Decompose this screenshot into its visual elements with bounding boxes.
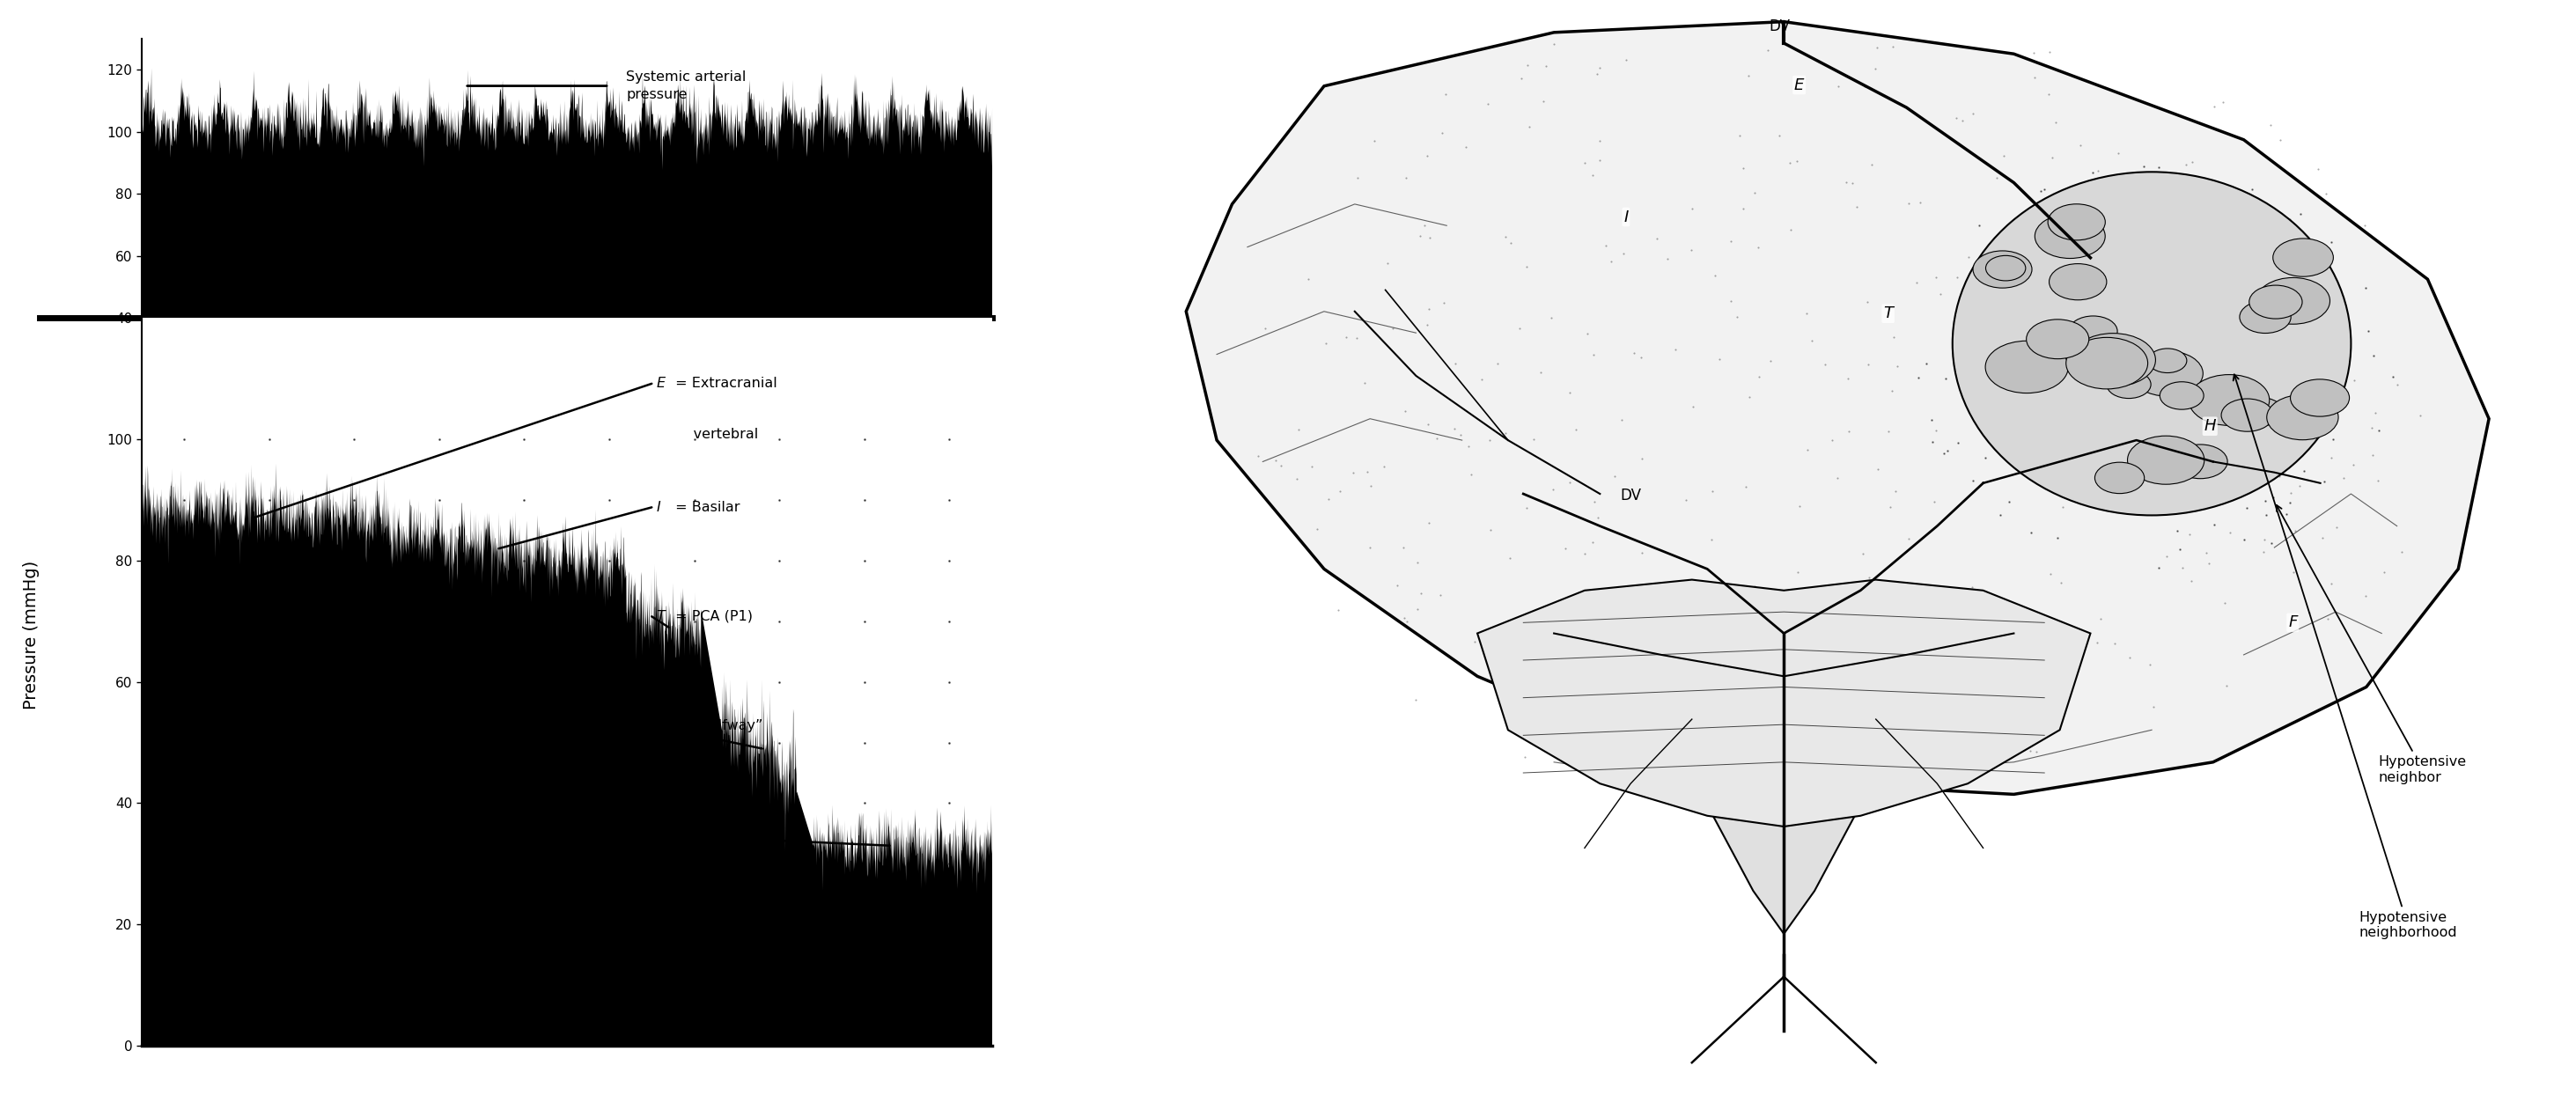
Text: Hypotensive
neighbor: Hypotensive neighbor — [2277, 505, 2468, 784]
Text: H: H — [657, 719, 667, 733]
Text: DV: DV — [1620, 488, 1641, 504]
Ellipse shape — [1973, 251, 2032, 288]
Ellipse shape — [2239, 397, 2282, 426]
Ellipse shape — [2035, 214, 2105, 258]
Polygon shape — [1677, 612, 1891, 934]
Text: T: T — [657, 610, 665, 623]
Ellipse shape — [1986, 341, 2069, 393]
Ellipse shape — [2267, 394, 2339, 440]
Text: DV: DV — [1770, 19, 1790, 35]
Ellipse shape — [2069, 316, 2117, 347]
Text: P₂-₃: P₂-₃ — [670, 770, 719, 783]
Ellipse shape — [1986, 255, 2025, 280]
Text: E: E — [1795, 77, 1803, 93]
Ellipse shape — [2249, 286, 2303, 319]
Ellipse shape — [2159, 382, 2202, 410]
Ellipse shape — [2190, 374, 2269, 426]
Text: = Feeder: = Feeder — [670, 828, 739, 841]
Ellipse shape — [2272, 239, 2334, 277]
Text: = Extracranial: = Extracranial — [670, 377, 778, 390]
Ellipse shape — [2148, 348, 2187, 372]
Ellipse shape — [2107, 370, 2151, 399]
Ellipse shape — [2094, 462, 2143, 494]
Ellipse shape — [2048, 204, 2105, 240]
Ellipse shape — [2071, 333, 2156, 387]
Ellipse shape — [2290, 379, 2349, 416]
Text: E: E — [657, 377, 665, 390]
Ellipse shape — [2174, 445, 2228, 479]
Text: I: I — [1623, 209, 1628, 224]
Ellipse shape — [2048, 264, 2107, 300]
Ellipse shape — [2027, 320, 2089, 359]
Text: F: F — [657, 828, 665, 841]
Text: = “Halfway”: = “Halfway” — [670, 719, 762, 733]
Ellipse shape — [2066, 337, 2148, 389]
Polygon shape — [1185, 22, 2488, 794]
Text: vertebral: vertebral — [670, 428, 757, 441]
Text: = PCA (P1): = PCA (P1) — [670, 610, 752, 623]
Text: = Basilar: = Basilar — [670, 500, 739, 514]
Ellipse shape — [1953, 172, 2352, 516]
Text: Systemic arterial
pressure: Systemic arterial pressure — [626, 70, 747, 101]
Text: I: I — [657, 500, 659, 514]
Text: H: H — [2205, 418, 2215, 434]
Ellipse shape — [2239, 301, 2290, 333]
Ellipse shape — [2221, 399, 2272, 431]
Ellipse shape — [2128, 436, 2205, 484]
Ellipse shape — [2257, 278, 2329, 324]
Polygon shape — [1479, 579, 2089, 827]
Text: P₄-₅: P₄-₅ — [670, 879, 719, 892]
Text: Pressure (mmHg): Pressure (mmHg) — [23, 561, 39, 710]
Text: T: T — [1883, 306, 1893, 322]
Text: F: F — [2287, 614, 2298, 631]
Text: Hypotensive
neighborhood: Hypotensive neighborhood — [2233, 374, 2458, 940]
Ellipse shape — [2130, 350, 2202, 396]
